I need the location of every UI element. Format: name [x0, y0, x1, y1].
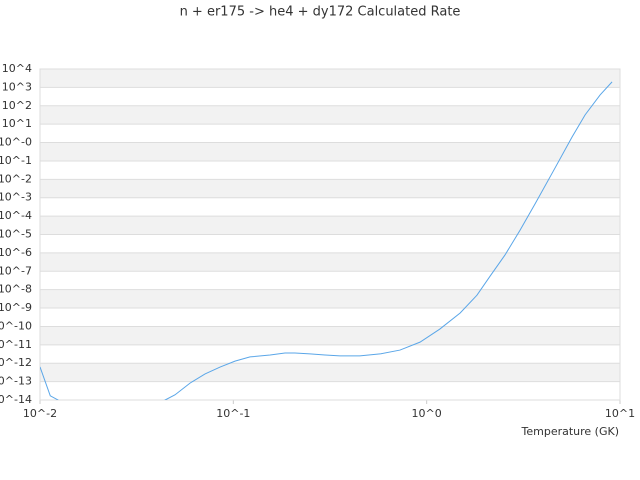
y-tick-label: 10^-12	[0, 356, 32, 369]
grid-band	[40, 363, 620, 382]
y-tick-label: 10^-13	[0, 375, 32, 388]
grid-band	[40, 326, 620, 345]
y-tick-label: 10^-1	[0, 154, 32, 167]
data-line	[40, 81, 613, 400]
x-tick-label: 10^-2	[23, 407, 57, 420]
y-tick-label: 10^1	[2, 117, 32, 130]
grid-band	[40, 252, 620, 272]
x-tick-label: 10^-1	[216, 407, 250, 420]
x-tick-label: 10^1	[605, 407, 635, 420]
chart-title: n + er175 -> he4 + dy172 Calculated Rate	[180, 5, 461, 20]
grid-band	[40, 105, 620, 125]
grid-band	[40, 142, 620, 161]
x-tick-label: 10^0	[412, 407, 442, 420]
grid-band	[40, 216, 620, 235]
y-tick-label: 10^-0	[0, 136, 32, 149]
y-tick-label: 10^-9	[0, 301, 32, 314]
y-tick-label: 10^4	[2, 62, 32, 75]
y-tick-label: 10^-14	[0, 393, 32, 406]
y-tick-label: 10^-3	[0, 191, 32, 204]
grid-band	[40, 289, 620, 309]
y-tick-label: 10^2	[2, 99, 32, 112]
y-tick-label: 10^-10	[0, 319, 32, 332]
y-tick-label: 10^-7	[0, 264, 32, 277]
y-tick-label: 10^-4	[0, 209, 32, 222]
grid-band	[40, 69, 620, 88]
y-tick-label: 10^-2	[0, 172, 32, 185]
y-tick-label: 10^-6	[0, 246, 32, 259]
y-tick-label: 10^-11	[0, 338, 32, 351]
y-tick-label: 10^3	[2, 80, 32, 93]
x-axis-label: Temperature (GK)	[521, 425, 620, 438]
plot-border	[39, 68, 621, 401]
grid-band	[40, 179, 620, 198]
y-tick-label: 10^-5	[0, 228, 32, 241]
y-tick-label: 10^-8	[0, 283, 32, 296]
